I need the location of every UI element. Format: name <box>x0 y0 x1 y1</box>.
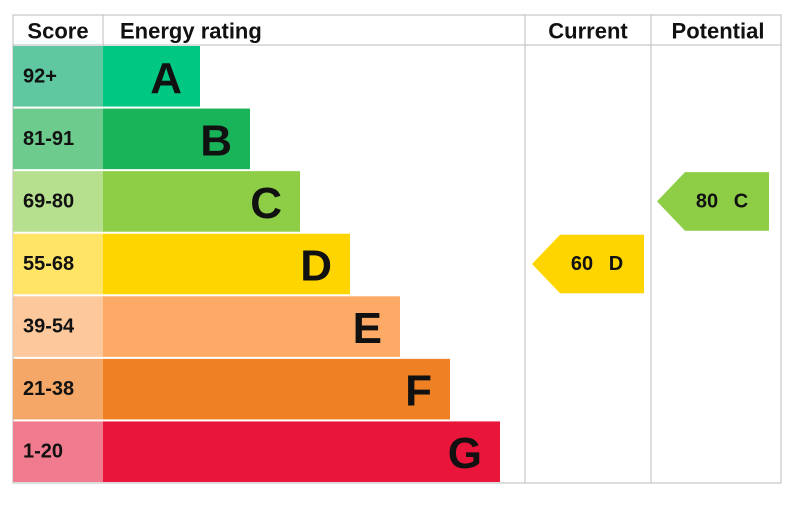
score-label: 92+ <box>23 65 57 87</box>
header: Energy rating <box>120 19 262 44</box>
rating-letter: D <box>300 242 332 291</box>
current-letter: D <box>609 253 623 275</box>
rating-letter: F <box>405 367 432 416</box>
rating-bar <box>103 108 250 170</box>
score-label: 21-38 <box>23 378 74 400</box>
rating-bar <box>103 46 200 107</box>
rating-letter: B <box>200 116 232 165</box>
header: Potential <box>672 19 765 44</box>
score-label: 55-68 <box>23 253 74 275</box>
rating-letter: G <box>448 429 482 478</box>
rating-letter: A <box>150 54 182 103</box>
rating-bar <box>103 171 300 232</box>
score-cell <box>13 46 103 107</box>
potential-value: 80 <box>696 190 718 212</box>
score-cell <box>13 296 103 357</box>
score-label: 81-91 <box>23 128 74 150</box>
potential-letter: C <box>734 190 748 212</box>
score-label: 69-80 <box>23 190 74 212</box>
score-cell <box>13 171 103 232</box>
score-cell <box>13 421 103 482</box>
score-label: 1-20 <box>23 441 63 463</box>
rating-bar <box>103 296 400 357</box>
score-cell <box>13 108 103 170</box>
rating-letter: C <box>250 179 282 228</box>
rating-letter: E <box>353 304 382 353</box>
current-arrow <box>532 234 644 294</box>
rating-bar <box>103 233 350 295</box>
potential-arrow <box>657 172 769 231</box>
current-value: 60 <box>571 253 593 275</box>
rating-bar <box>103 421 500 482</box>
header: Current <box>548 19 628 44</box>
rating-bar <box>103 358 450 420</box>
score-cell <box>13 358 103 420</box>
score-cell <box>13 233 103 295</box>
header: Score <box>27 19 88 44</box>
score-label: 39-54 <box>23 316 75 338</box>
